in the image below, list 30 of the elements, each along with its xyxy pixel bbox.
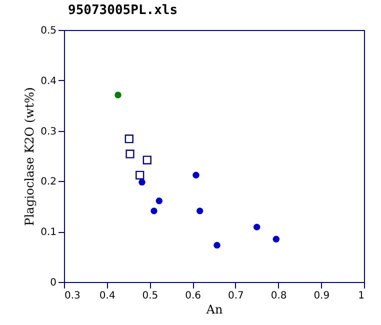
- x-tick-label: 0.5: [142, 290, 158, 302]
- x-tick-label: 0.7: [228, 290, 244, 302]
- point: [142, 156, 152, 164]
- point: [136, 170, 144, 180]
- point: [254, 224, 260, 230]
- point: [272, 236, 280, 243]
- point: [192, 172, 200, 178]
- x-tick-label: 0.9: [314, 290, 330, 302]
- point: [156, 198, 162, 204]
- x-tick-label: 1: [358, 290, 364, 302]
- y-tick-label: 0: [50, 278, 56, 288]
- point: [114, 92, 122, 98]
- x-axis-title: An: [205, 302, 223, 316]
- y-tick-label: 0.3: [40, 126, 56, 138]
- point: [138, 178, 146, 186]
- x-tick-label: 0.8: [270, 290, 287, 302]
- point: [124, 134, 134, 144]
- point: [126, 150, 134, 158]
- x-tick-label: 0.4: [99, 290, 116, 302]
- y-tick-label: 0.2: [40, 176, 56, 188]
- x-tick-label: 0.6: [185, 290, 202, 302]
- y-tick-label: 0.5: [40, 26, 56, 36]
- point: [214, 242, 220, 249]
- point: [150, 208, 158, 214]
- chart-title: 95073005PL.xls: [68, 3, 178, 18]
- y-axis-title: Plagioclase K2O (wt%): [22, 87, 37, 226]
- y-tick-label: 0.4: [40, 76, 56, 87]
- y-tick-label: 0.1: [40, 227, 56, 238]
- x-tick-label: 0.3: [64, 290, 80, 302]
- point: [196, 208, 204, 214]
